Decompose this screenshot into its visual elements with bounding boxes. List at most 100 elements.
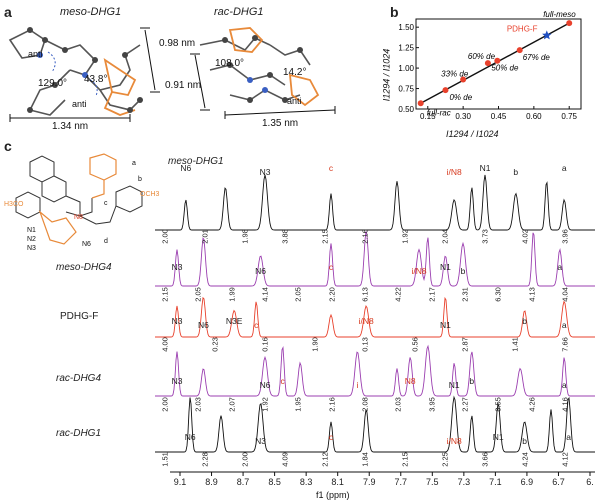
point-label: 67% de [523,53,551,62]
integral-value: 0.56 [410,337,420,352]
struct-n1: N1 [27,227,36,234]
peak-label: N3E [225,316,243,326]
peak-label: a [561,320,567,330]
struct-b: b [138,176,142,183]
y-tick-label: 0.50 [398,105,414,114]
meso-anti-top: anti [28,49,43,59]
integral-value: 2.03 [193,397,203,412]
integral-value: 2.05 [293,287,303,302]
integral-value: 7.66 [560,337,570,352]
peak-label: c [328,163,334,173]
panel-c-letter: c [4,138,12,154]
integral-value: 4.12 [560,452,570,467]
integral-value: 4.04 [560,287,570,302]
nmr-axis-tick-label: 9.1 [173,477,187,487]
integral-value: 4.02 [520,229,530,244]
peak-label: N1 [448,380,460,390]
struct-n8: N8 [74,214,83,221]
peak-label: N8 [404,376,416,386]
peak-label: i/N8 [446,167,462,177]
integral-value: 2.01 [200,229,210,244]
spectrum-trace [155,174,595,231]
integral-value: 2.27 [460,397,470,412]
integral-value: 2.16 [327,397,337,412]
spectrum-label-meso-dhg4: meso-DHG4 [56,262,112,273]
integral-value: 2.15 [160,287,170,302]
peak-label: i/N8 [446,436,462,446]
peak-label: a [566,432,571,442]
nmr-axis-tick-label: 8.9 [205,477,218,487]
calibration-chart: 0.15 0.30 0.45 0.60 0.75 0.50 0.75 1.00 1.25 1.50… [398,10,582,121]
integral-value: 4.24 [520,452,530,467]
point-label: 33% de [441,70,469,79]
peak-label: c [280,376,285,386]
struct-c: c [104,200,108,207]
peak-label: a [561,163,567,173]
meso-crystal-title: meso-DHG1 [60,6,122,18]
integral-value: 3.95 [427,397,437,412]
integral-value: 4.16 [560,397,570,412]
struct-d: d [104,238,108,245]
peak-label: N3 [171,316,183,326]
rac-anti: anti [287,96,302,106]
peak-label: c [328,432,334,442]
peak-label: a [561,380,567,390]
peak-label: c [254,320,259,330]
struct-n3: N3 [27,245,36,252]
integral-value: 4.26 [527,397,537,412]
nmr-axis-tick-label: 7.9 [362,477,376,487]
integral-value: 1.51 [160,452,170,467]
data-point [484,60,491,67]
data-point [417,100,424,107]
integral-value: 6.30 [493,287,503,302]
spectrum-label-meso-dhg1: meso-DHG1 [168,156,224,167]
peak-label: b [522,316,527,326]
peak-label: N3 [255,436,267,446]
integral-value: 1.92 [400,229,410,244]
data-point [566,20,573,27]
peak-label: b [460,266,466,276]
integral-value: 3.96 [560,229,570,244]
integral-value: 0.16 [260,337,270,352]
spectrum-trace [155,296,595,338]
integral-value: 2.03 [393,397,403,412]
integral-value: 1.41 [510,337,520,352]
integral-value: 1.95 [293,397,303,412]
peak-label: N3 [259,167,271,177]
integral-value: 1.90 [310,337,320,352]
integral-value: 2.07 [227,397,237,412]
integral-value: 1.99 [227,287,237,302]
nmr-axis-tick-label: 8.1 [331,477,344,487]
integral-value: 1.92 [260,397,270,412]
integral-value: 4.14 [260,287,270,302]
nmr-axis-tick-label: 6.9 [520,477,534,487]
meso-dist-horiz: 1.34 nm [52,121,89,132]
point-label: full-rac [427,108,451,117]
panel-a-letter: a [4,4,12,20]
struct-n2: N2 [27,236,36,243]
x-tick-label: 0.45 [491,112,507,121]
integral-value: 4.22 [393,287,403,302]
methoxy-right: OCH3 [140,191,160,198]
y-tick-label: 0.75 [398,85,414,94]
integral-value: 3.88 [280,229,290,244]
integral-value: 4.09 [280,452,290,467]
peak-label: N3 [171,262,183,272]
spectrum-label-rac-dhg4: rac-DHG4 [56,373,102,384]
peak-label: N1 [479,163,491,173]
integral-value: 4.13 [527,287,537,302]
data-point [460,76,467,83]
peak-label: N1 [439,262,451,272]
spectrum-trace [155,344,595,397]
peak-label: c [328,262,334,272]
integral-value: 2.28 [200,452,210,467]
nmr-axis-tick-label: 7.7 [394,477,408,487]
meso-angle-1: 129.0° [38,78,68,89]
integral-value: 2.12 [320,452,330,467]
peak-label: b [513,167,519,177]
integral-value: 1.98 [240,229,250,244]
point-label: 60% de [468,52,496,61]
panel-b-letter: b [390,4,399,20]
nmr-axis-tick-label: 8.5 [268,477,281,487]
peak-label: i/N8 [411,266,427,276]
